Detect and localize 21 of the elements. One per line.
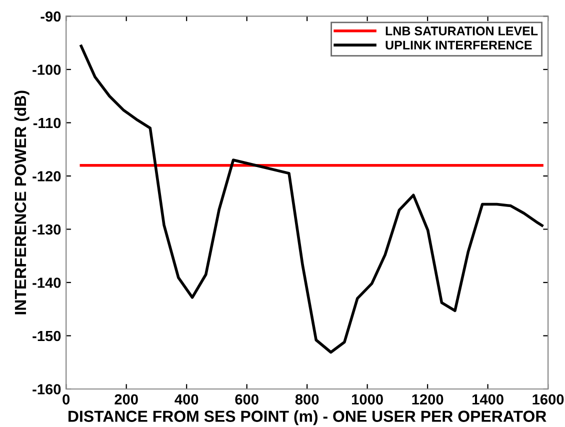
y-tick-label: -150 xyxy=(32,330,61,342)
legend-label: UPLINK INTERFERENCE xyxy=(386,40,532,50)
x-tick-label: 800 xyxy=(295,394,319,405)
x-tick-label: 1600 xyxy=(532,394,564,405)
y-tick-label: -110 xyxy=(33,118,61,128)
x-tick-label: 1000 xyxy=(352,394,383,405)
y-tick-label: -90 xyxy=(40,11,61,22)
x-tick-label: 200 xyxy=(114,394,138,405)
x-tick-label: 1400 xyxy=(472,394,504,405)
y-tick-label: -160 xyxy=(32,384,61,394)
legend-label: LNB SATURATION LEVEL xyxy=(386,26,538,36)
x-axis-title: DISTANCE FROM SES POINT (m) - ONE USER PER OPERATOR xyxy=(68,410,546,426)
x-tick-label: 1200 xyxy=(412,394,444,405)
x-tick-label: 0 xyxy=(62,394,70,405)
x-tick-label: 400 xyxy=(174,394,198,405)
x-tick-label: 600 xyxy=(235,394,258,405)
y-axis-title: INTERFERENCE POWER (dB) xyxy=(14,90,30,314)
y-tick-label: -130 xyxy=(32,224,61,235)
y-tick-label: -100 xyxy=(32,64,61,75)
y-tick-label: -140 xyxy=(32,278,61,288)
y-tick-label: -120 xyxy=(32,171,61,182)
